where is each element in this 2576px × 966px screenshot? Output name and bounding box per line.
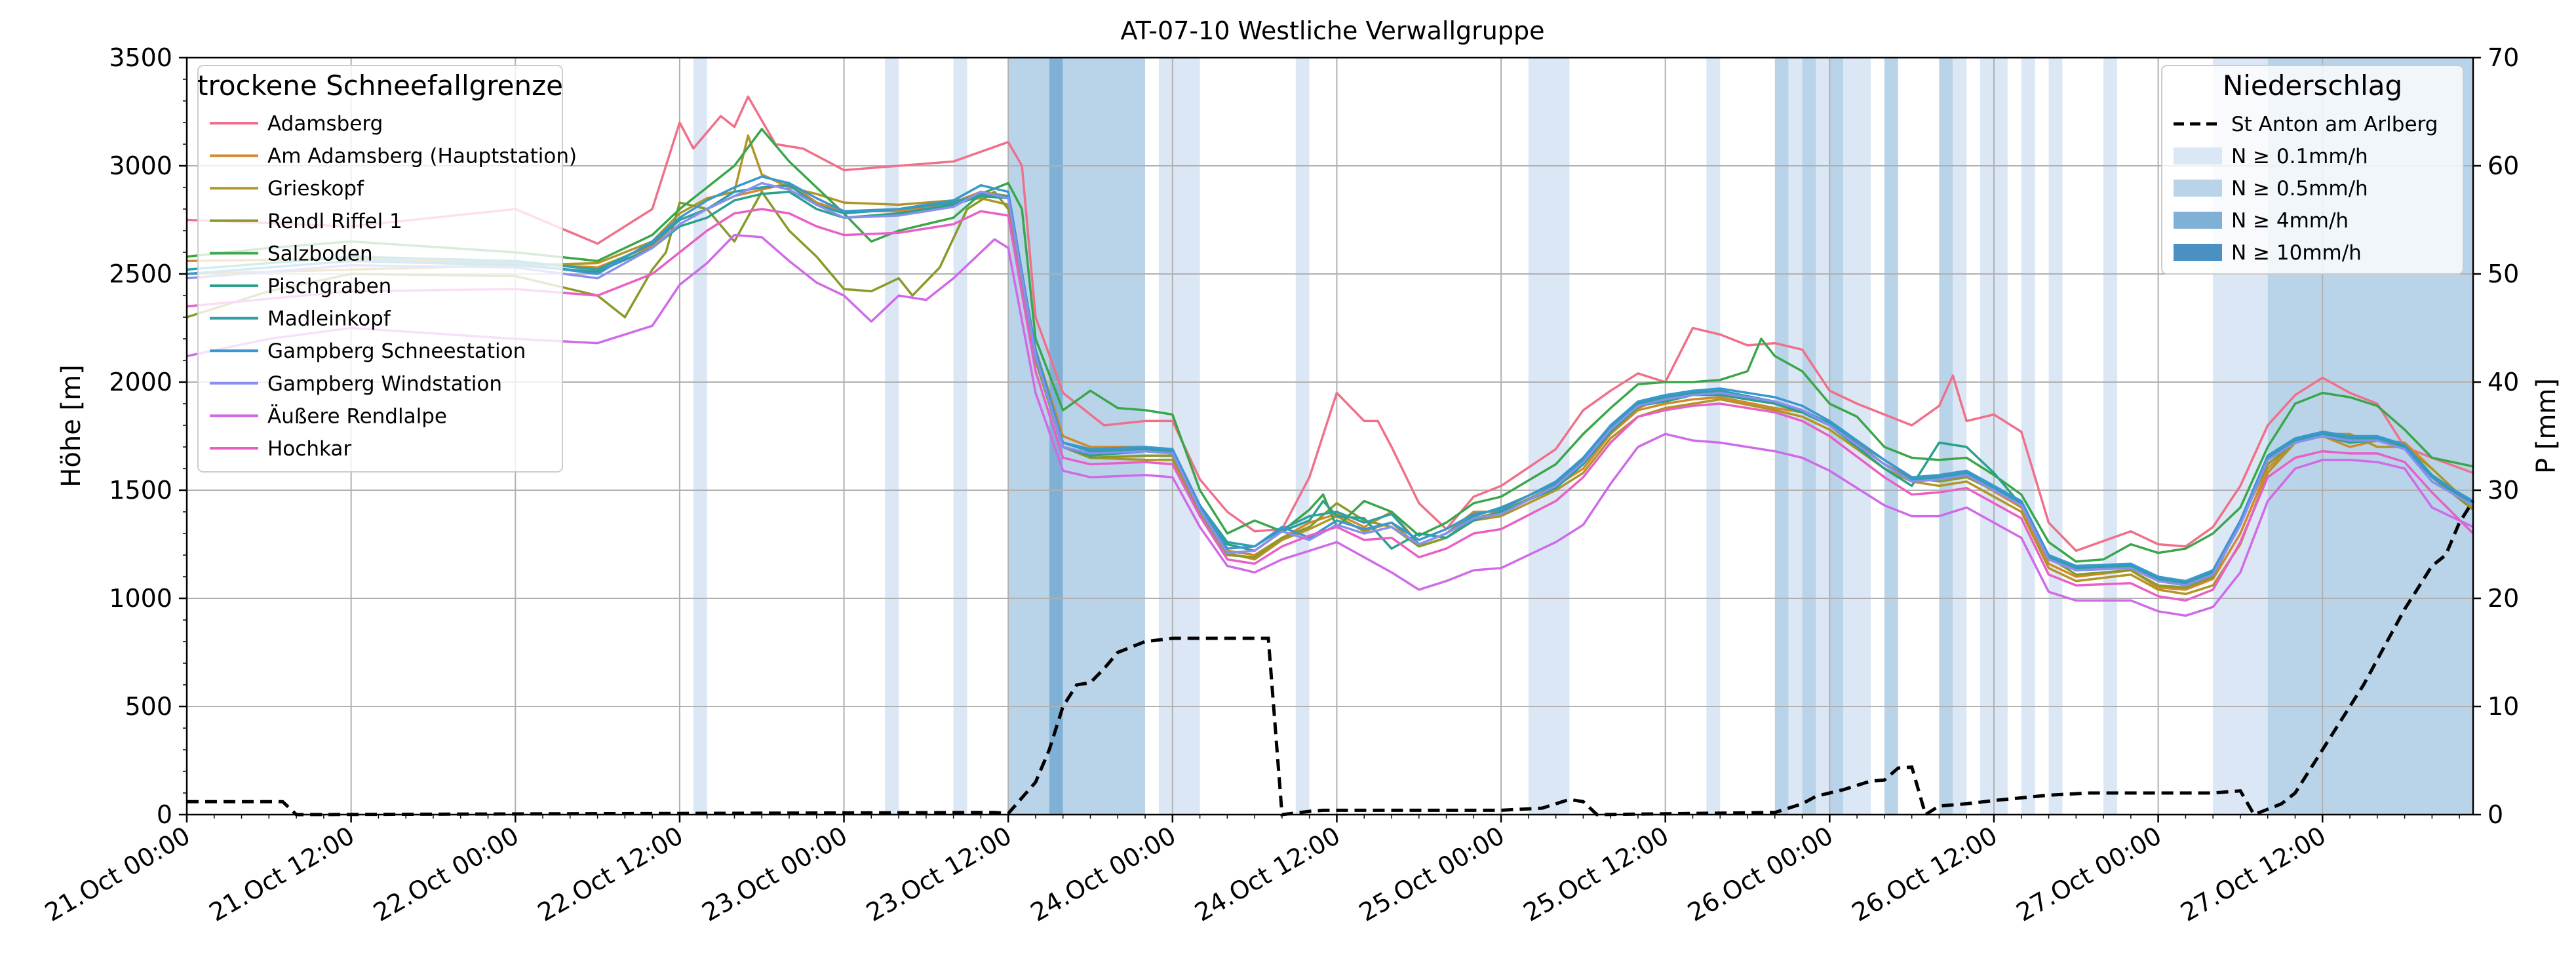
precip-band-21 <box>1993 58 2008 815</box>
precip-line <box>187 500 2475 817</box>
y-right-tick-label: 10 <box>2488 692 2519 721</box>
precip-band-19 <box>1953 58 1967 815</box>
y-left-tick-label: 500 <box>125 692 172 721</box>
legend-right-label: N ≥ 0.5mm/h <box>2231 177 2368 201</box>
precip-line-group <box>187 500 2475 817</box>
plot-frame <box>185 56 2474 816</box>
legend-left-label: Pischgraben <box>267 275 391 298</box>
y-left-tick-label: 1500 <box>109 476 172 505</box>
precip-band-15 <box>1829 58 1844 815</box>
precip-band-17 <box>1884 58 1898 815</box>
precip-band-22 <box>2021 58 2035 815</box>
legend-left-label: Salzboden <box>267 242 373 265</box>
y-right-tick-label: 30 <box>2488 476 2519 505</box>
legend-left: trockene Schneefallgrenze Adamsberg Am Ada… <box>197 65 577 473</box>
legend-right-label: N ≥ 10mm/h <box>2231 241 2362 265</box>
legend-right-title: Niederschlag <box>2223 69 2402 102</box>
precip-band-23 <box>2048 58 2063 815</box>
precip-band-14 <box>1816 58 1830 815</box>
precip-band-12 <box>1788 58 1803 815</box>
legend-right-swatch <box>2174 180 2222 197</box>
precip-band-1 <box>885 58 899 815</box>
y-axis-label-right: P [mm] <box>2531 378 2562 474</box>
precip-band-5 <box>1063 58 1091 815</box>
precip-band-6 <box>1090 58 1146 815</box>
y-axis-label-left: Höhe [m] <box>56 364 87 487</box>
legend-right-swatch <box>2174 244 2222 261</box>
series-line-äußere-rendlalpe <box>186 233 2474 617</box>
precip-band-20 <box>1980 58 1994 815</box>
legend-right-label: St Anton am Arlberg <box>2231 113 2438 136</box>
legend-left-label: Madleinkopf <box>267 307 391 331</box>
legend-left-label: Grieskopf <box>267 177 364 201</box>
precip-band-0 <box>693 58 707 815</box>
legend-left-title: trockene Schneefallgrenze <box>197 69 563 102</box>
legend-left-label: Adamsberg <box>267 112 383 136</box>
y-left-tick-label: 2500 <box>109 260 172 288</box>
legend-left-label: Am Adamsberg (Hauptstation) <box>267 145 577 168</box>
y-right-tick-label: 0 <box>2488 800 2503 829</box>
legend-right-label: N ≥ 4mm/h <box>2231 209 2349 233</box>
precip-band-24 <box>2103 58 2117 815</box>
legend-right-label: N ≥ 0.1mm/h <box>2231 145 2368 168</box>
chart-title: AT-07-10 Westliche Verwallgruppe <box>1121 16 1545 45</box>
y-right-tick-label: 50 <box>2488 260 2519 288</box>
precip-band-13 <box>1802 58 1816 815</box>
precip-band-18 <box>1939 58 1953 815</box>
series-line-am-adamsberg-hauptstation- <box>186 182 2474 591</box>
y-right-tick-label: 20 <box>2488 584 2519 613</box>
precip-band-2 <box>953 58 967 815</box>
y-left-tick-label: 0 <box>157 800 172 829</box>
y-left-tick-label: 1000 <box>109 584 172 613</box>
legend-left-label: Gampberg Schneestation <box>267 339 526 363</box>
y-left-tick-label: 3500 <box>109 43 172 72</box>
y-left-tick-label: 3000 <box>109 151 172 180</box>
precip-band-10 <box>1706 58 1721 815</box>
y-right-tick-label: 60 <box>2488 151 2519 180</box>
y-left-tick-label: 2000 <box>109 368 172 396</box>
series-line-madleinkopf <box>186 184 2474 585</box>
legend-right: Niederschlag St Anton am Arlberg N ≥ 0.1mm… <box>2161 65 2464 275</box>
legend-left-label: Rendl Riffel 1 <box>267 210 402 233</box>
legend-left-label: Gampberg Windstation <box>267 372 502 396</box>
series-line-hochkar <box>186 208 2474 602</box>
precip-band-3 <box>1008 58 1049 815</box>
legend-left-box <box>197 65 563 473</box>
precip-band-8 <box>1295 58 1310 815</box>
legend-left-label: Äußere Rendlalpe <box>267 404 447 428</box>
legend-right-swatch <box>2174 147 2222 164</box>
precip-band-11 <box>1774 58 1789 815</box>
series-line-adamsberg <box>186 95 2474 552</box>
series-lines <box>186 95 2474 617</box>
legend-right-box <box>2161 65 2464 275</box>
y-right-tick-label: 70 <box>2488 43 2519 72</box>
precip-band-9 <box>1528 58 1570 815</box>
legend-right-swatch <box>2174 212 2222 229</box>
series-line-gampberg-schneestation <box>186 175 2474 583</box>
legend-left-label: Hochkar <box>267 437 351 461</box>
y-right-tick-label: 40 <box>2488 368 2519 396</box>
series-line-gampberg-windstation <box>186 182 2474 587</box>
